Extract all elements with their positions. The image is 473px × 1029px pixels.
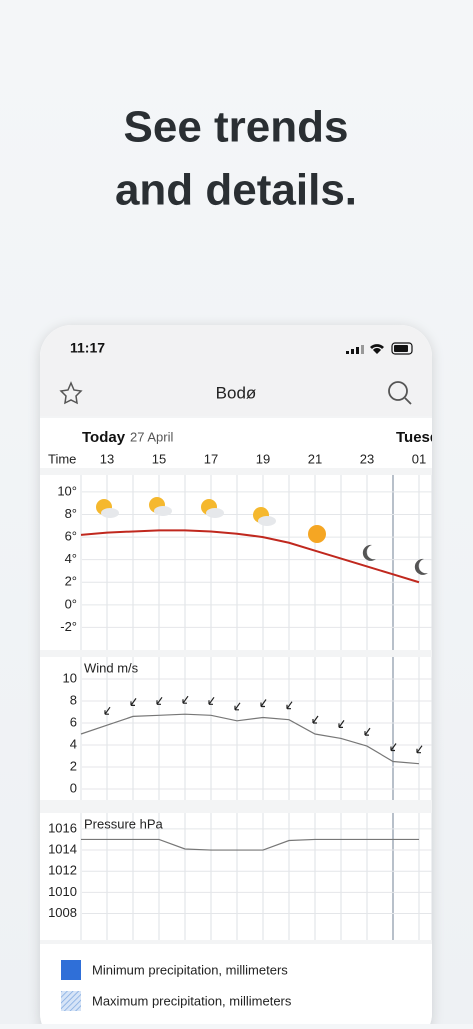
wind-arrow xyxy=(338,720,345,728)
y-tick-label: 6 xyxy=(70,714,77,729)
chart-title: Pressure hPa xyxy=(84,816,164,831)
y-tick-label: 1014 xyxy=(48,841,77,856)
top-bar xyxy=(40,325,432,416)
chart-title: Wind m/s xyxy=(84,660,139,675)
chart-panel xyxy=(40,813,432,940)
wind-arrow xyxy=(156,696,163,705)
data-line xyxy=(80,529,420,584)
time-tick-label: 13 xyxy=(100,451,114,466)
y-tick-label: 1008 xyxy=(48,905,77,920)
time-tick-label: 15 xyxy=(152,451,166,466)
status-icons xyxy=(346,342,413,355)
y-tick-label: 8° xyxy=(65,506,77,521)
day-label: Tuesday xyxy=(396,429,456,446)
y-tick-label: 4 xyxy=(70,736,77,751)
y-tick-label: 2° xyxy=(65,574,77,589)
y-tick-label: 0 xyxy=(70,780,77,795)
weather-icons xyxy=(96,497,428,575)
favorite-button[interactable] xyxy=(59,381,83,405)
y-tick-label: 6° xyxy=(65,529,77,544)
wind-arrow xyxy=(260,699,267,708)
time-label: Time xyxy=(48,451,76,466)
wind-arrow xyxy=(182,695,189,704)
y-tick-label: -2° xyxy=(60,619,77,634)
day-label: Today xyxy=(82,429,126,446)
sun-icon xyxy=(308,525,326,543)
wind-arrow xyxy=(416,745,423,754)
wind-arrow xyxy=(286,701,293,710)
date-label: 27 April xyxy=(130,429,173,444)
time-tick-label: 23 xyxy=(360,451,374,466)
day-header xyxy=(40,418,432,468)
legend-swatch xyxy=(61,960,81,980)
legend-panel xyxy=(40,944,432,1029)
location-title: Bodø xyxy=(216,383,257,402)
y-tick-label: 2 xyxy=(70,758,77,773)
wind-arrow xyxy=(130,698,137,706)
headline: and details. xyxy=(115,166,357,215)
wind-arrow xyxy=(234,702,241,711)
wind-arrow xyxy=(104,706,111,715)
search-button[interactable] xyxy=(388,381,412,405)
wind-arrow xyxy=(364,727,371,736)
time-tick-label: 21 xyxy=(308,451,322,466)
time-tick-label: 17 xyxy=(204,451,218,466)
y-tick-label: 1010 xyxy=(48,884,77,899)
wind-arrow xyxy=(390,743,397,752)
legend-swatch xyxy=(61,991,81,1011)
y-tick-label: 1016 xyxy=(48,820,77,835)
y-tick-label: 4° xyxy=(65,551,77,566)
y-tick-label: 10 xyxy=(63,670,77,685)
status-time: 11:17 xyxy=(70,340,105,356)
moon-icon xyxy=(362,544,376,561)
wind-arrow xyxy=(312,715,319,724)
moon-icon xyxy=(414,558,428,575)
legend-label: Maximum precipitation, millimeters xyxy=(92,993,292,1008)
data-line xyxy=(80,713,420,765)
headline: See trends xyxy=(124,103,349,152)
y-tick-label: 10° xyxy=(57,483,77,498)
legend-label: Minimum precipitation, millimeters xyxy=(92,962,288,977)
wind-arrow xyxy=(208,696,215,705)
data-line xyxy=(81,838,419,851)
y-tick-label: 0° xyxy=(65,596,77,611)
time-tick-label: 01 xyxy=(412,451,426,466)
y-tick-label: 8 xyxy=(70,692,77,707)
y-tick-label: 1012 xyxy=(48,863,77,878)
time-tick-label: 19 xyxy=(256,451,270,466)
